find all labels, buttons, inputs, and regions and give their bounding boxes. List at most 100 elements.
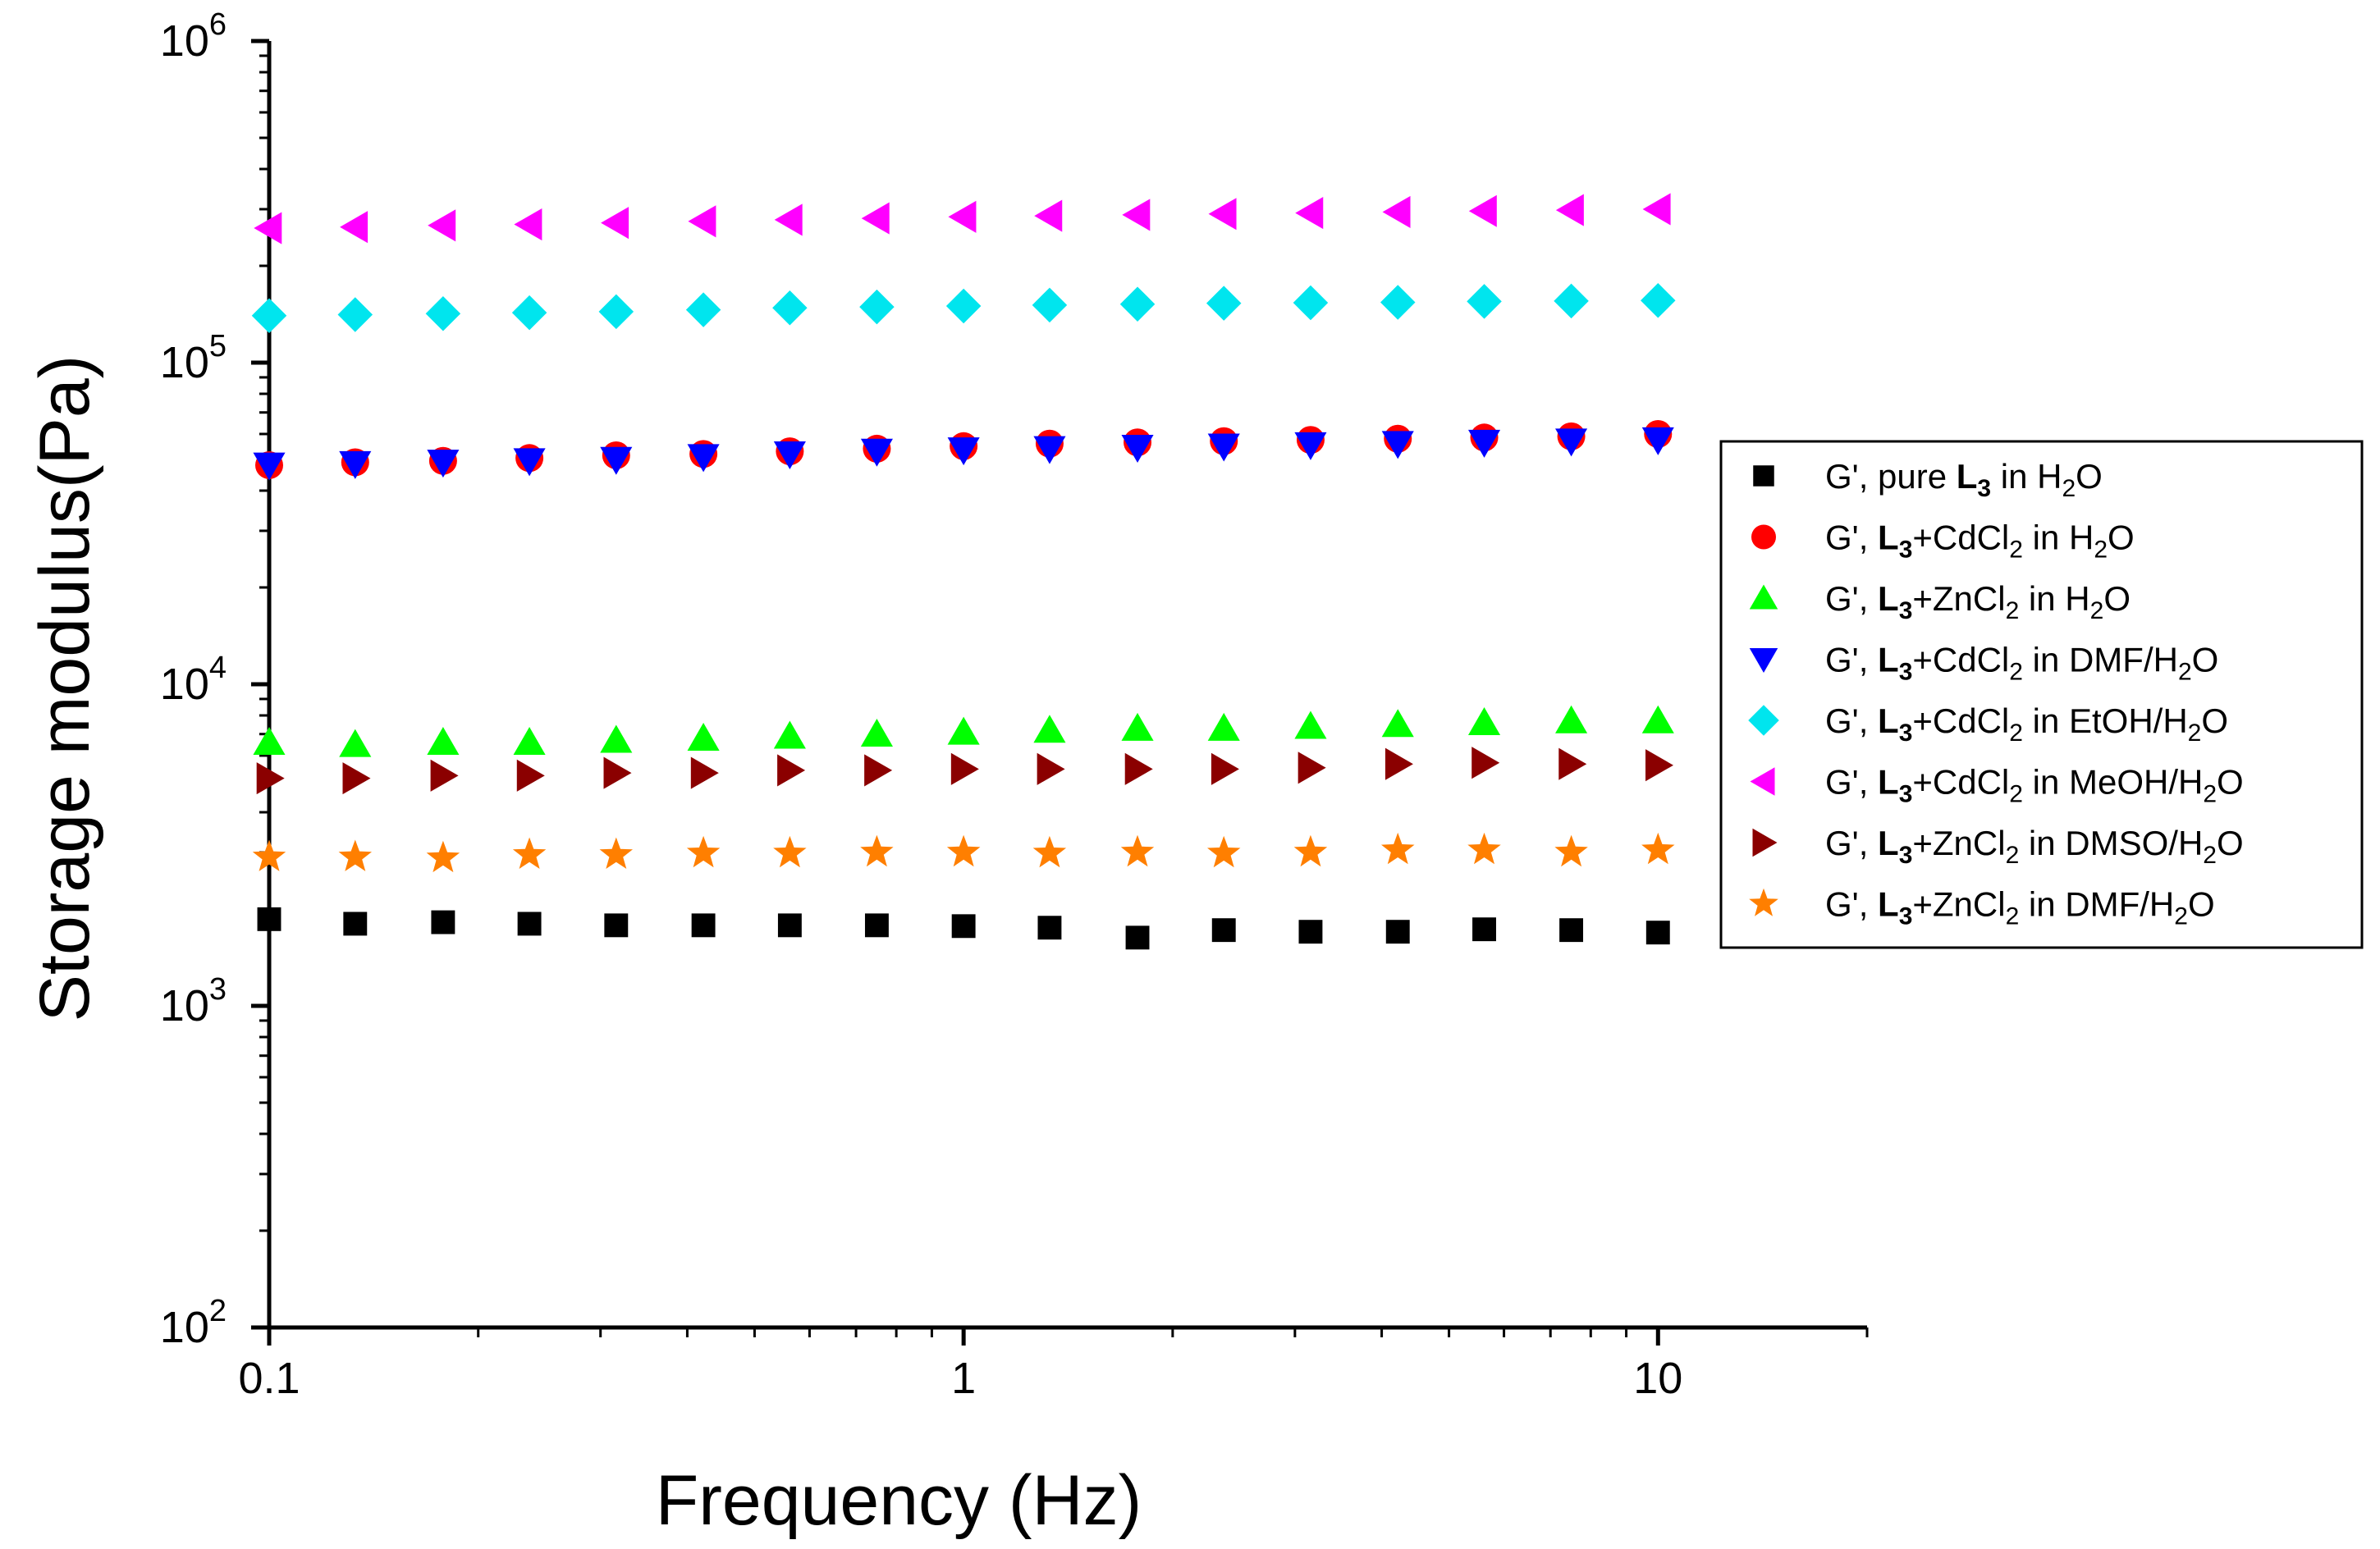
data-point <box>1467 284 1502 319</box>
data-point <box>1468 194 1497 227</box>
data-point <box>687 722 720 751</box>
data-point <box>860 834 894 867</box>
data-point <box>343 912 368 936</box>
series-4 <box>253 427 1674 481</box>
data-point <box>600 724 633 753</box>
data-point <box>947 716 980 745</box>
data-point <box>340 211 368 244</box>
data-point <box>1207 835 1241 868</box>
data-point <box>601 207 629 240</box>
data-point <box>513 448 546 477</box>
y-tick-label: 102 <box>160 1294 227 1352</box>
data-point <box>946 834 981 867</box>
data-point <box>1211 918 1236 943</box>
data-point <box>1641 427 1674 455</box>
legend-label: G', pure L3 in H2O <box>1825 457 2103 502</box>
data-point <box>1207 712 1240 741</box>
data-point <box>1034 199 1063 232</box>
data-point <box>945 288 982 324</box>
data-point <box>1381 431 1414 459</box>
data-point <box>252 839 286 871</box>
legend-marker <box>1753 465 1774 487</box>
data-point <box>687 444 720 473</box>
data-point <box>1471 747 1500 779</box>
data-point <box>1207 433 1240 462</box>
legend: G', pure L3 in H2O G', L3+CdCl2 in H2O G',… <box>1719 440 2364 949</box>
y-tick-label: 103 <box>160 972 227 1030</box>
data-point <box>511 295 547 331</box>
data-point <box>950 752 979 785</box>
data-point <box>1642 193 1671 226</box>
data-point <box>1121 712 1154 741</box>
data-point <box>1555 194 1584 226</box>
data-point <box>772 290 808 326</box>
data-point <box>430 759 459 792</box>
data-point <box>1298 752 1326 784</box>
data-point <box>860 438 893 467</box>
legend-item: G', L3+CdCl2 in DMF/H2O <box>1749 641 2218 686</box>
data-point <box>1472 917 1496 942</box>
series-7 <box>256 747 1673 795</box>
data-point <box>1125 925 1150 950</box>
data-point <box>1119 286 1156 322</box>
data-point <box>517 912 542 936</box>
data-point <box>1555 705 1588 733</box>
legend-item: G', L3+ZnCl2 in DMSO/H2O <box>1752 824 2244 869</box>
data-point <box>1211 752 1239 785</box>
data-point <box>251 298 287 333</box>
data-point <box>253 452 286 481</box>
data-point <box>773 720 806 749</box>
data-point <box>512 837 547 869</box>
data-point <box>951 914 976 939</box>
data-point <box>337 297 373 332</box>
data-point <box>1295 197 1324 230</box>
data-point <box>603 756 632 789</box>
data-point <box>1467 707 1501 736</box>
data-point <box>342 762 371 795</box>
data-point <box>864 754 893 787</box>
series-6 <box>254 193 1671 244</box>
data-point <box>1037 752 1065 785</box>
data-point <box>600 446 633 475</box>
data-point <box>688 205 716 238</box>
data-point <box>1467 429 1501 458</box>
data-point <box>947 437 980 466</box>
data-point <box>513 727 546 756</box>
legend-label: G', L3+CdCl2 in MeOH/H2O <box>1825 763 2244 808</box>
data-point <box>254 212 282 244</box>
plot-area <box>251 193 1676 950</box>
legend-marker <box>1751 524 1776 550</box>
series-8 <box>252 832 1675 873</box>
data-point <box>1121 435 1154 464</box>
data-point <box>1558 747 1587 780</box>
data-point <box>1554 283 1589 319</box>
data-point <box>604 913 629 938</box>
data-point <box>1122 199 1151 231</box>
data-point <box>1641 832 1675 865</box>
legend-label: G', L3+ZnCl2 in H2O <box>1825 579 2131 624</box>
data-point <box>686 835 721 868</box>
legend-label: G', L3+ZnCl2 in DMSO/H2O <box>1825 824 2244 869</box>
data-point <box>427 727 460 756</box>
data-point <box>1120 834 1155 867</box>
data-point <box>256 762 285 795</box>
data-point <box>253 727 286 756</box>
data-point <box>773 835 807 868</box>
legend-item: G', L3+ZnCl2 in H2O <box>1749 579 2131 624</box>
legend-marker <box>1752 828 1778 857</box>
data-point <box>1037 916 1062 940</box>
data-point <box>1293 285 1329 321</box>
data-point <box>1208 198 1237 231</box>
legend-item: G', L3+CdCl2 in MeOH/H2O <box>1750 763 2244 808</box>
x-tick-label: 1 <box>951 1354 976 1403</box>
legend-item: G', L3+CdCl2 in H2O <box>1751 519 2135 564</box>
data-point <box>859 289 895 325</box>
legend-marker <box>1749 888 1778 916</box>
data-point <box>773 441 806 470</box>
data-point <box>1033 715 1066 743</box>
data-point <box>1645 921 1670 945</box>
legend-marker <box>1748 705 1779 736</box>
data-point <box>861 202 890 235</box>
legend-marker <box>1749 648 1778 673</box>
